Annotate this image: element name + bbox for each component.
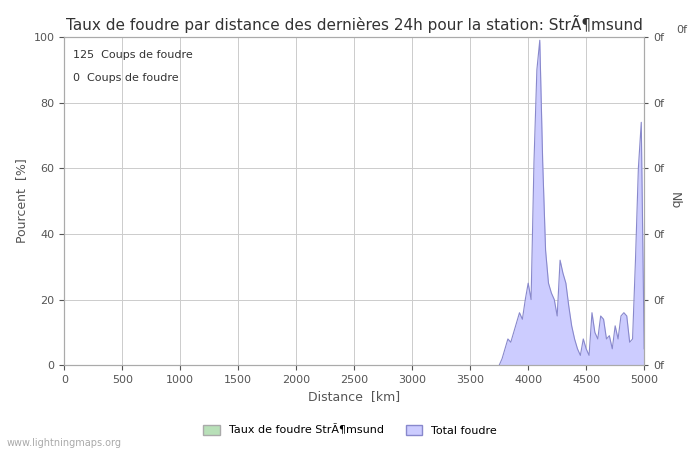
Title: Taux de foudre par distance des dernières 24h pour la station: StrÃ¶msund: Taux de foudre par distance des dernière… bbox=[66, 15, 643, 33]
Text: 125  Coups de foudre: 125 Coups de foudre bbox=[73, 50, 193, 60]
X-axis label: Distance  [km]: Distance [km] bbox=[308, 391, 400, 404]
Y-axis label: Pourcent  [%]: Pourcent [%] bbox=[15, 159, 28, 243]
Y-axis label: Nb: Nb bbox=[668, 193, 681, 210]
Text: www.lightningmaps.org: www.lightningmaps.org bbox=[7, 438, 122, 448]
Text: 0f: 0f bbox=[676, 25, 687, 35]
Text: 0  Coups de foudre: 0 Coups de foudre bbox=[73, 73, 178, 83]
Legend: Taux de foudre StrÃ¶msund, Total foudre: Taux de foudre StrÃ¶msund, Total foudre bbox=[199, 420, 501, 440]
